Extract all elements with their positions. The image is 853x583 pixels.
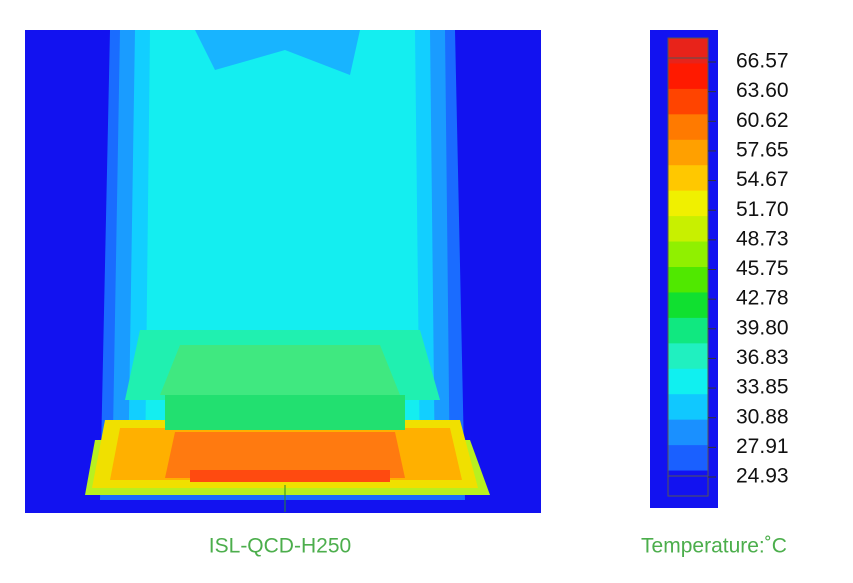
legend-label: 27.91 — [736, 435, 789, 458]
legend-band — [668, 394, 708, 421]
legend-label: 24.93 — [736, 465, 789, 488]
legend-title: Temperature:˚C — [641, 535, 787, 558]
legend-band — [668, 63, 708, 90]
legend-label: 39.80 — [736, 316, 789, 339]
legend-label: 45.75 — [736, 257, 789, 280]
legend-band — [668, 88, 708, 115]
legend-label: 42.78 — [736, 287, 789, 310]
legend-band — [668, 114, 708, 141]
legend-label: 36.83 — [736, 346, 789, 369]
thermal-plot — [25, 30, 541, 513]
legend-band — [668, 470, 708, 497]
legend-label: 48.73 — [736, 227, 789, 250]
legend-label: 54.67 — [736, 168, 789, 191]
legend-label: 51.70 — [736, 198, 789, 221]
legend-label: 66.57 — [736, 50, 789, 73]
legend-band — [668, 165, 708, 192]
legend-band — [668, 368, 708, 395]
legend-band — [668, 343, 708, 370]
legend-band — [668, 267, 708, 293]
legend-band — [668, 317, 708, 344]
legend-band — [668, 216, 708, 243]
color-legend — [650, 30, 718, 508]
legend-label: 33.85 — [736, 376, 789, 399]
legend-label: 60.62 — [736, 109, 789, 132]
legend-band — [668, 419, 708, 446]
legend-label: 30.88 — [736, 405, 789, 428]
legend-end — [667, 475, 709, 497]
legend-label: 63.60 — [736, 79, 789, 102]
legend-band — [668, 38, 708, 64]
legend-label: 57.65 — [736, 138, 789, 161]
legend-band — [668, 292, 708, 319]
legend-band — [668, 241, 708, 268]
legend-end — [667, 37, 709, 59]
image-caption: ISL-QCD-H250 — [209, 535, 351, 558]
legend-band — [668, 190, 708, 217]
legend-band — [668, 139, 708, 166]
legend-band — [668, 445, 708, 472]
